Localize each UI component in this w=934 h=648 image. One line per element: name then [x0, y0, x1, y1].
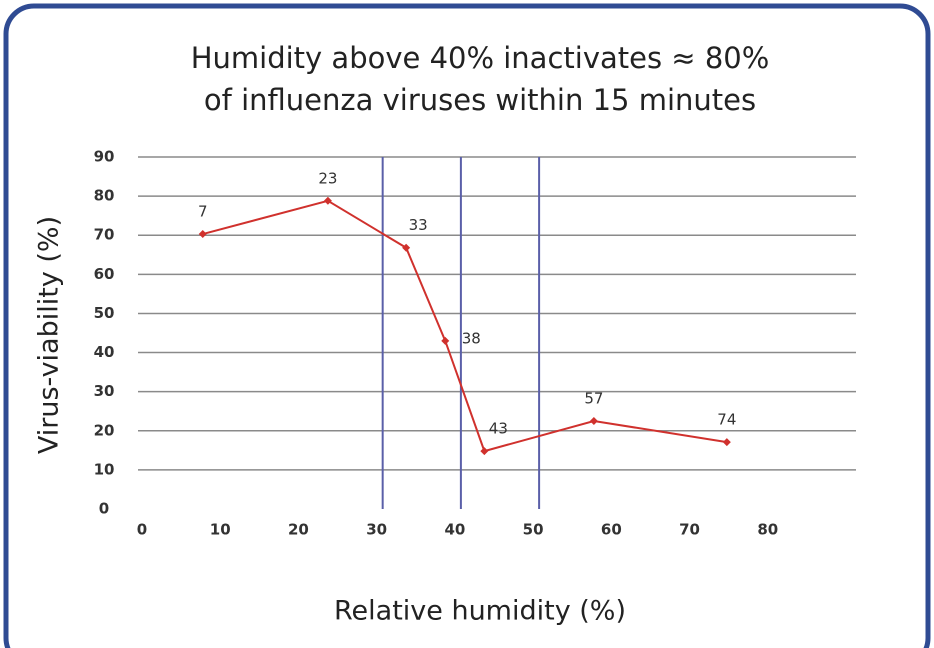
y-tick-label: 90 — [94, 148, 115, 166]
point — [323, 196, 332, 205]
x-tick-label: 20 — [288, 521, 309, 539]
chart-title: Humidity above 40% inactivates ≈ 80% — [191, 41, 770, 75]
data-label: 74 — [717, 411, 736, 429]
point — [441, 336, 450, 345]
y-tick-label: 0 — [99, 500, 109, 518]
x-tick-label: 30 — [366, 521, 387, 539]
x-tick-label: 10 — [210, 521, 231, 539]
x-tick-label: 50 — [523, 521, 544, 539]
x-tick-label: 0 — [137, 521, 147, 539]
x-tick-label: 60 — [601, 521, 622, 539]
frame — [3, 3, 931, 648]
point — [480, 447, 489, 456]
y-tick-label: 30 — [94, 382, 115, 400]
point — [402, 243, 411, 252]
y-axis-label: Virus-viability (%) — [34, 216, 65, 454]
y-tick-label: 40 — [94, 343, 115, 361]
data-label: 38 — [462, 329, 481, 347]
y-tick-label: 20 — [94, 421, 115, 439]
x-tick-label: 70 — [679, 521, 700, 539]
x-tick-label: 80 — [757, 521, 778, 539]
data-label: 57 — [584, 390, 603, 408]
y-tick-label: 50 — [94, 304, 115, 322]
x-tick-label: 40 — [444, 521, 465, 539]
y-tick-label: 70 — [94, 226, 115, 244]
data-label: 7 — [198, 203, 208, 221]
y-tick-label: 60 — [94, 265, 115, 283]
data-label: 43 — [489, 420, 508, 438]
point — [589, 417, 598, 425]
chart-title: of influenza viruses within 15 minutes — [204, 83, 756, 117]
x-axis-label: Relative humidity (%) — [334, 596, 626, 627]
data-label: 33 — [409, 216, 428, 234]
point — [722, 438, 731, 447]
y-tick-label: 10 — [94, 460, 115, 478]
point — [198, 230, 207, 239]
y-tick-label: 80 — [94, 187, 115, 205]
data-label: 23 — [318, 169, 337, 187]
